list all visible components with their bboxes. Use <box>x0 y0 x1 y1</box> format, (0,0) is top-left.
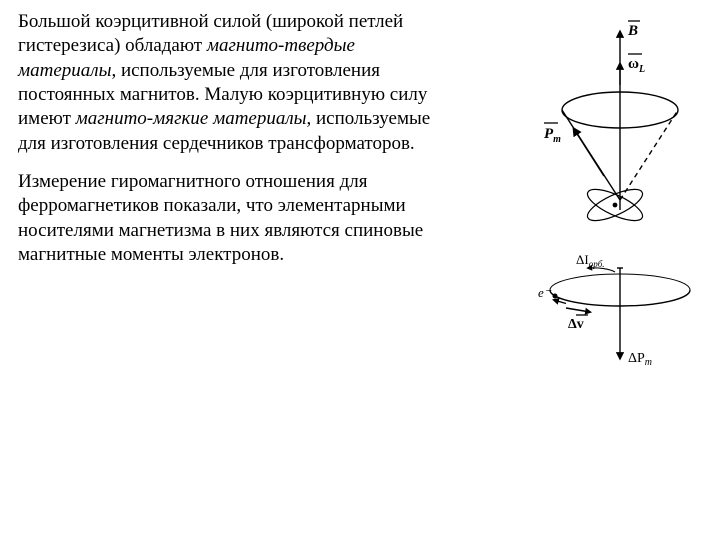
figure: B ωL Pm ΔIорб. e⁻ Δv <box>470 10 710 390</box>
label-electron: e⁻ <box>538 285 552 300</box>
label-deltaPm: ΔPm <box>628 351 652 368</box>
label-deltaV: Δv <box>568 317 584 332</box>
paragraph-2: Измерение гиромагнитного отношения для ф… <box>18 170 448 267</box>
figure-svg: B ωL Pm ΔIорб. e⁻ Δv <box>470 10 710 390</box>
label-omega: ωL <box>628 56 645 75</box>
page: Большой коэрцитивной силой (широкой петл… <box>0 0 720 540</box>
label-deltaI: ΔIорб. <box>576 252 604 269</box>
label-Pm: Pm <box>544 126 561 145</box>
text-column: Большой коэрцитивной силой (широкой петл… <box>18 10 448 281</box>
label-B: B <box>627 23 638 39</box>
paragraph-1: Большой коэрцитивной силой (широкой петл… <box>18 10 448 156</box>
p1-emphasis-2: магнито-мягкие материалы <box>76 108 307 129</box>
